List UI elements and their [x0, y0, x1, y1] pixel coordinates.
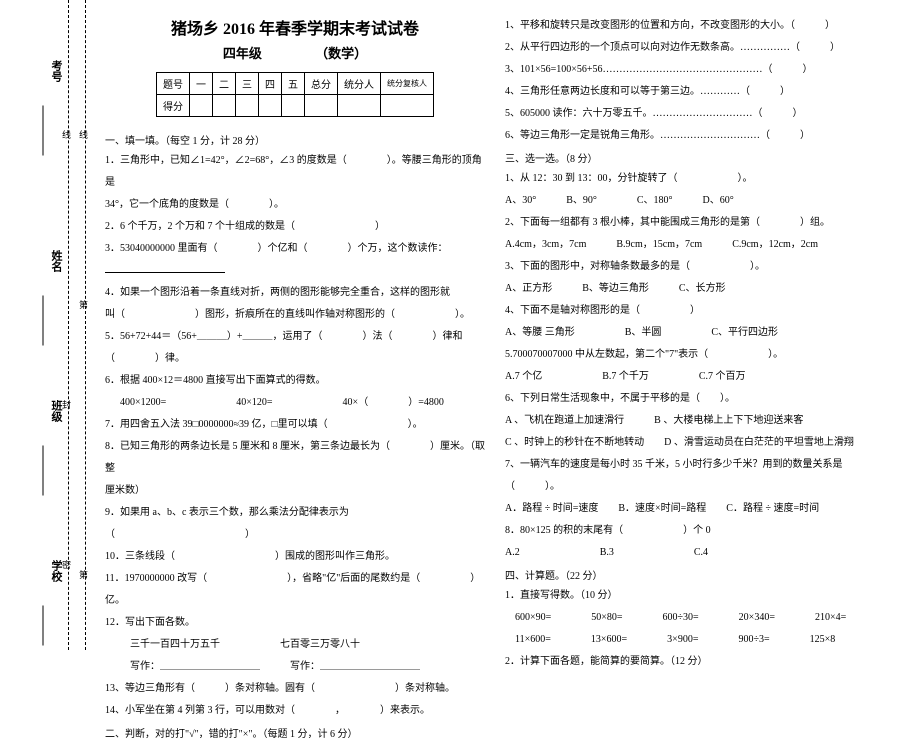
th: 统分人 — [338, 73, 381, 95]
th: 四 — [259, 73, 282, 95]
options: A、正方形 B、等边三角形 C、长方形 — [505, 278, 905, 300]
options: A、30° B、90° C、180° D、60° — [505, 190, 905, 212]
td — [381, 95, 434, 117]
underline — [105, 262, 225, 273]
question: 10．三条线段（ ）围成的图形叫作三角形。 — [105, 546, 485, 568]
question: 1．三角形中，已知∠1=42°，∠2=68°，∠3 的度数是（ ）。等腰三角形的… — [105, 150, 485, 194]
score-table: 题号 一 二 三 四 五 总分 统分人 统分复核人 得分 — [156, 72, 434, 117]
question: 5.700070007000 中从左数起，第二个"7"表示（ ）。 — [505, 344, 905, 366]
left-column: 猪场乡 2016 年春季学期末考试试卷 四年级 （数学） 题号 一 二 三 四 … — [105, 15, 485, 743]
question: 2、从平行四边形的一个顶点可以向对边作无数条高。……………（ ） — [505, 37, 905, 59]
question: 12．写出下面各数。 — [105, 612, 485, 634]
section-4: 四、计算题。（22 分） — [505, 567, 905, 582]
question: 4、下面不是轴对称图形的是（ ） — [505, 300, 905, 322]
options: A．路程 ÷ 时间=速度 B．速度×时间=路程 C．路程 ÷ 速度=时间 — [505, 498, 905, 520]
table-row: 题号 一 二 三 四 五 总分 统分人 统分复核人 — [157, 73, 434, 95]
question: 3、101×56=100×56+56…………………………………………（ ） — [505, 59, 905, 81]
th: 总分 — [305, 73, 338, 95]
question: 6、等边三角形一定是锐角三角形。…………………………（ ） — [505, 125, 905, 147]
question: 2．计算下面各题，能简算的要简算。（12 分） — [505, 651, 905, 673]
question: 厘米数） — [105, 480, 485, 502]
question: 34°，它一个底角的度数是（ ）。 — [105, 194, 485, 216]
td — [282, 95, 305, 117]
question: 7．用四舍五入法 39□0000000≈39 亿，□里可以填（ ）。 — [105, 414, 485, 436]
options: A.7 个亿 B.7 个千万 C.7 个百万 — [505, 366, 905, 388]
question: 8．80×125 的积的末尾有（ ）个 0 — [505, 520, 905, 542]
th: 一 — [190, 73, 213, 95]
question: 2、下面每一组都有 3 根小棒，其中能围成三角形的是第（ ）组。 — [505, 212, 905, 234]
question: 4．如果一个图形沿着一条直线对折，两侧的图形能够完全重合，这样的图形就 — [105, 282, 485, 304]
question: 14、小军坐在第 4 列第 3 行，可以用数对（ ， ）来表示。 — [105, 700, 485, 722]
question: 6．根据 400×12＝4800 直接写出下面算式的得数。 — [105, 370, 485, 392]
question: 6、下列日常生活现象中，不属于平移的是（ ）。 — [505, 388, 905, 410]
options: A.2 B.3 C.4 — [505, 542, 905, 564]
page-content: 猪场乡 2016 年春季学期末考试试卷 四年级 （数学） 题号 一 二 三 四 … — [0, 15, 905, 743]
td — [213, 95, 236, 117]
question: 7、一辆汽车的速度是每小时 35 千米，5 小时行多少千米？用到的数量关系是 — [505, 454, 905, 476]
question: 三千一百四十万五千 七百零三万零八十 — [105, 634, 485, 656]
table-row: 得分 — [157, 95, 434, 117]
td — [259, 95, 282, 117]
td — [338, 95, 381, 117]
question: 5．56+72+44＝（56+＿＿＿）+＿＿＿，运用了（ ）法（ ）律和（ ）律… — [105, 326, 485, 370]
question: 11．1970000000 改写（ ），省略"亿"后面的尾数约是（ ）亿。 — [105, 568, 485, 612]
th: 二 — [213, 73, 236, 95]
th: 五 — [282, 73, 305, 95]
question: 8．已知三角形的两条边长是 5 厘米和 8 厘米，第三条边最长为（ ）厘米。（取… — [105, 436, 485, 480]
td — [190, 95, 213, 117]
td — [236, 95, 259, 117]
td: 得分 — [157, 95, 190, 117]
th: 统分复核人 — [381, 73, 434, 95]
calc-row: 600×90= 50×80= 600÷30= 20×340= 210×4= — [505, 607, 905, 629]
question: 叫（ ）图形，折痕所在的直线叫作轴对称图形的（ ）。 — [105, 304, 485, 326]
question: 5、605000 读作：六十万零五千。…………………………（ ） — [505, 103, 905, 125]
options: C 、时钟上的秒针在不断地转动 D 、滑雪运动员在白茫茫的平坦雪地上滑翔 — [505, 432, 905, 454]
calc-row: 11×600= 13×600= 3×900= 900÷3= 125×8 — [505, 629, 905, 651]
question: 3、下面的图形中，对称轴条数最多的是（ ）。 — [505, 256, 905, 278]
question: 1．直接写得数。（10 分） — [505, 585, 905, 607]
section-1: 一、填一填。（每空 1 分，计 28 分） — [105, 132, 485, 147]
question: 4、三角形任意两边长度和可以等于第三边。…………（ ） — [505, 81, 905, 103]
question: 13、等边三角形有（ ）条对称轴。圆有（ ）条对称轴。 — [105, 678, 485, 700]
options: A 、飞机在跑道上加速滑行 B 、大楼电梯上上下下地迎送来客 — [505, 410, 905, 432]
question: 400×1200= 40×120= 40×（ ）=4800 — [105, 392, 485, 414]
question: 1、从 12：30 到 13：00，分针旋转了（ ）。 — [505, 168, 905, 190]
options: A.4cm，3cm，7cm B.9cm，15cm，7cm C.9cm，12cm，… — [505, 234, 905, 256]
question: （ ）。 — [505, 476, 905, 498]
grade: 四年级 — [223, 46, 262, 61]
question: 写作：＿＿＿＿＿＿＿＿＿＿ 写作：＿＿＿＿＿＿＿＿＿＿ — [105, 656, 485, 678]
exam-subtitle: 四年级 （数学） — [105, 43, 485, 62]
th: 三 — [236, 73, 259, 95]
question: 3．53040000000 里面有（ ）个亿和（ ）个万，这个数读作： — [105, 238, 485, 282]
subject: （数学） — [315, 46, 367, 61]
td — [305, 95, 338, 117]
section-2: 二、判断，对的打"√"，错的打"×"。（每题 1 分，计 6 分） — [105, 725, 485, 740]
right-column: 1、平移和旋转只是改变图形的位置和方向，不改变图形的大小。（ ） 2、从平行四边… — [505, 15, 905, 743]
question: 9．如果用 a、b、c 表示三个数，那么乘法分配律表示为（ ） — [105, 502, 485, 546]
question: 2．6 个千万，2 个万和 7 个十组成的数是（ ） — [105, 216, 485, 238]
question: 1、平移和旋转只是改变图形的位置和方向，不改变图形的大小。（ ） — [505, 15, 905, 37]
options: A、等腰 三角形 B、半圆 C、平行四边形 — [505, 322, 905, 344]
th: 题号 — [157, 73, 190, 95]
exam-title: 猪场乡 2016 年春季学期末考试试卷 — [105, 15, 485, 39]
section-3: 三、选一选。（8 分） — [505, 150, 905, 165]
